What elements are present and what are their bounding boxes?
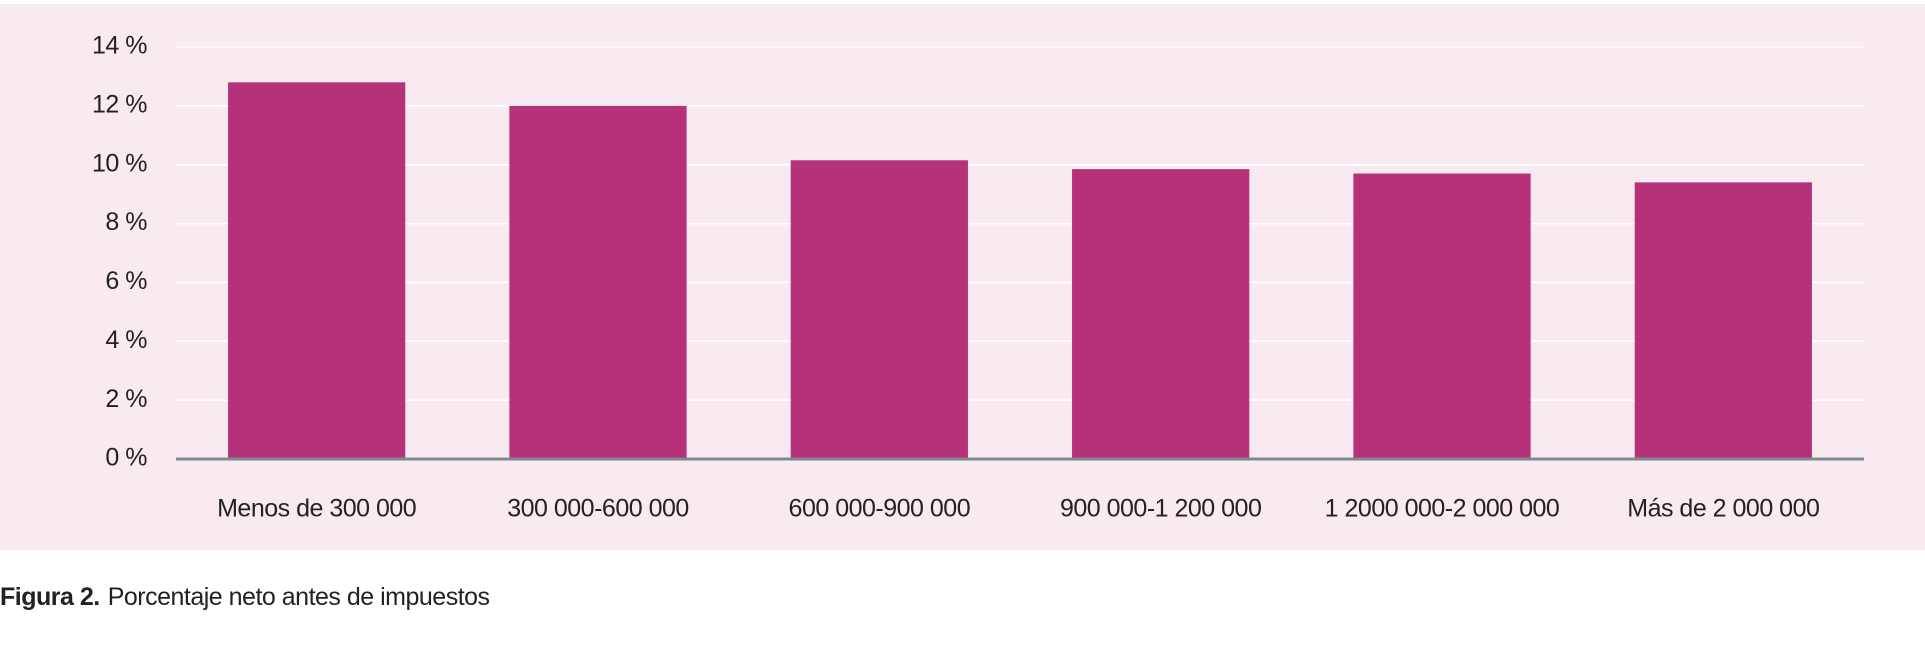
y-tick-label: 4 % <box>105 326 147 354</box>
bar <box>1353 173 1531 460</box>
y-tick-label: 6 % <box>105 267 147 295</box>
y-tick-label: 8 % <box>105 208 147 236</box>
x-tick-label: 300 000-600 000 <box>507 495 689 523</box>
bar <box>1072 169 1250 459</box>
bar <box>509 105 687 459</box>
y-tick-label: 10 % <box>92 149 147 177</box>
x-tick-label: 900 000-1 200 000 <box>1060 495 1261 523</box>
y-tick-label: 14 % <box>92 32 147 60</box>
y-tick-label: 2 % <box>105 385 147 413</box>
bar <box>228 82 406 460</box>
caption: Figura 2. Porcentaje neto antes de impues… <box>0 583 490 611</box>
y-tick-label: 12 % <box>92 90 147 118</box>
x-tick-label: Menos de 300 000 <box>217 495 416 523</box>
caption-label: Figura 2. <box>0 583 100 611</box>
y-tick-label: 0 % <box>105 444 147 472</box>
bar <box>790 160 968 460</box>
x-tick-label: Más de 2 000 000 <box>1627 495 1819 523</box>
caption-text: Porcentaje neto antes de impuestos <box>108 583 490 611</box>
x-tick-label: 1 2000 000-2 000 000 <box>1325 495 1560 523</box>
bar <box>1634 182 1812 459</box>
x-tick-label: 600 000-900 000 <box>789 495 971 523</box>
